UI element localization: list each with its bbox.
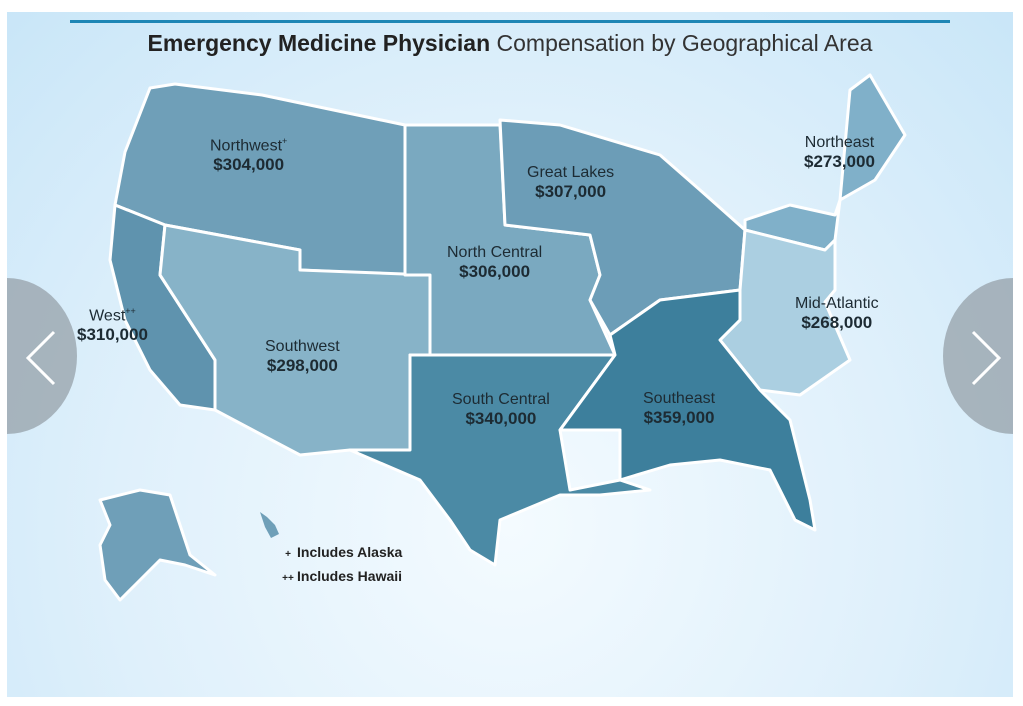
legend-text: Includes Hawaii <box>297 568 403 584</box>
legend-mark: + <box>285 549 291 560</box>
region-name: Southeast <box>643 390 716 407</box>
title-rule <box>70 20 950 23</box>
legend-alaska: + Includes Alaska <box>279 544 402 560</box>
legend-hawaii: ++ Includes Hawaii <box>279 568 402 584</box>
region-name: Northwest <box>210 137 283 155</box>
label-southeast: Southeast $359,000 <box>643 389 715 427</box>
label-mid-atlantic: Mid-Atlantic $268,000 <box>795 294 879 332</box>
label-southwest: Southwest $298,000 <box>265 337 340 375</box>
title-rest: Compensation by Geographical Area <box>496 30 873 56</box>
region-value: $307,000 <box>535 182 607 201</box>
region-southeast <box>558 288 817 532</box>
region-value: $304,000 <box>213 155 285 175</box>
region-value: $273,000 <box>804 152 875 171</box>
label-northeast: Northeast $273,000 <box>804 133 875 171</box>
alaska <box>98 488 217 602</box>
region-name: North Central <box>447 244 543 261</box>
region-value: $298,000 <box>266 356 338 375</box>
legend-mark: ++ <box>282 573 294 584</box>
region-name: Mid-Atlantic <box>795 295 879 312</box>
region-value: $359,000 <box>643 408 715 427</box>
hawaii <box>260 512 279 538</box>
legend-text: Includes Alaska <box>297 544 403 560</box>
region-name: Northeast <box>804 134 875 151</box>
region-value: $310,000 <box>77 325 148 345</box>
us-map <box>98 73 907 602</box>
region-mark: + <box>282 136 288 146</box>
title-bold: Emergency Medicine Physician <box>147 30 491 56</box>
region-name: Southwest <box>265 338 340 355</box>
region-value: $306,000 <box>459 262 531 281</box>
region-value: $268,000 <box>801 313 873 332</box>
label-northwest: Northwest+ $304,000 <box>210 132 287 174</box>
chevron-right-icon <box>971 330 1002 386</box>
label-north-central: North Central $306,000 <box>447 243 542 281</box>
region-mark: ++ <box>125 306 136 316</box>
region-value: $340,000 <box>465 409 537 428</box>
chevron-left-icon <box>25 330 56 386</box>
region-name: South Central <box>452 391 550 408</box>
slide-panel: Emergency Medicine Physician Compensatio… <box>7 12 1013 697</box>
region-name: West <box>89 307 126 325</box>
map-title: Emergency Medicine Physician Compensatio… <box>7 30 1013 57</box>
region-name: Great Lakes <box>527 164 615 181</box>
label-south-central: South Central $340,000 <box>452 390 550 428</box>
label-west: West++ $310,000 <box>77 302 148 344</box>
label-great-lakes: Great Lakes $307,000 <box>527 163 614 201</box>
